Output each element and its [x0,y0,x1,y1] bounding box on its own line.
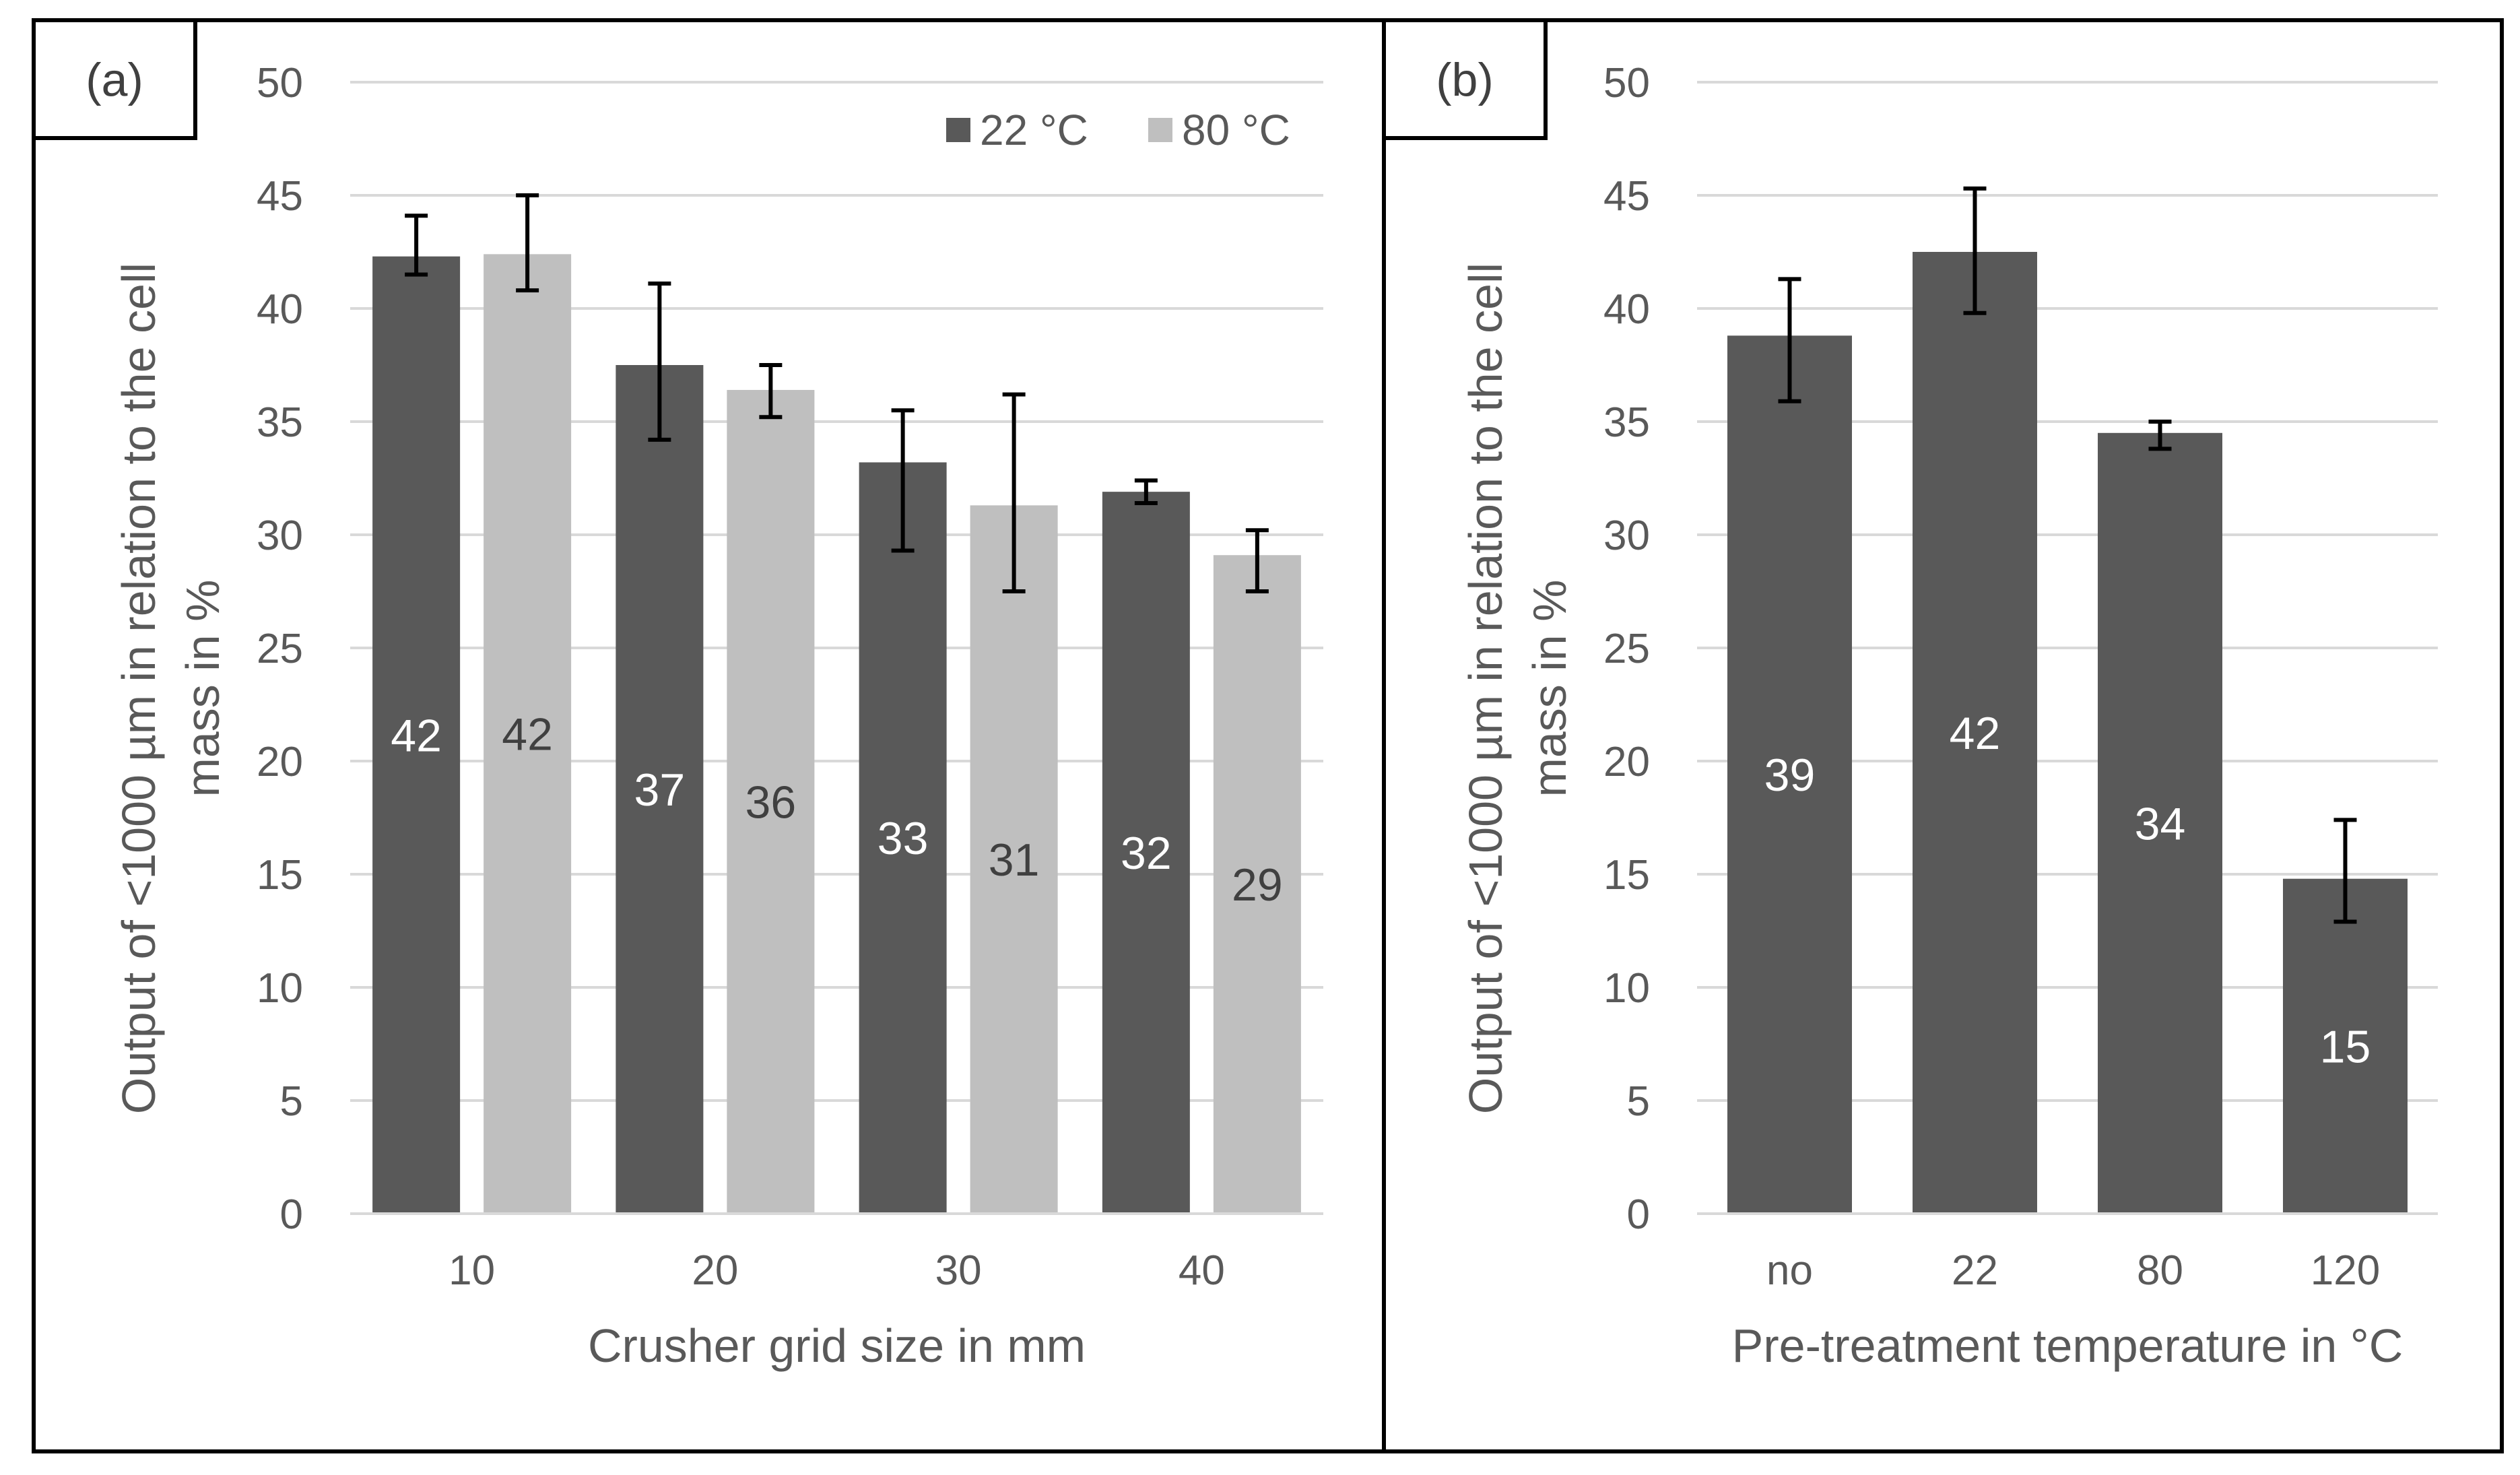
y-tick-label: 50 [257,60,303,106]
legend-swatch [1148,118,1172,142]
x-tick-label: 20 [692,1247,738,1294]
y-axis-title: Output of <1000 µm in relation to the ce… [112,263,229,1114]
bar [2283,878,2408,1214]
panel-label: (a) [86,54,143,106]
y-tick-label: 5 [1627,1078,1650,1125]
y-tick-label: 5 [280,1078,303,1125]
legend-swatch [946,118,970,142]
y-tick-label: 0 [280,1191,303,1238]
panel-label-box [32,18,197,140]
data-label: 37 [634,764,686,816]
y-tick-label: 15 [1603,852,1650,898]
bar [1727,335,1852,1214]
x-tick-label: no [1766,1247,1813,1294]
x-tick-label: 10 [449,1247,495,1294]
y-tick-label: 40 [257,286,303,333]
legend-label: 22 °C [980,106,1088,154]
y-tick-label: 25 [1603,626,1650,672]
x-axis-title: Crusher grid size in mm [588,1319,1086,1372]
y-tick-label: 20 [257,739,303,785]
x-tick-label: 120 [2311,1247,2380,1294]
data-label: 36 [745,777,797,828]
x-tick-label: 40 [1179,1247,1225,1294]
y-tick-label: 40 [1603,286,1650,333]
panel-frame [1382,18,2504,1453]
data-label: 42 [391,710,442,761]
y-axis-title-line: mass in % [176,580,229,797]
bar [1102,492,1190,1214]
bar [727,389,815,1214]
bar [2098,432,2222,1214]
x-tick-label: 80 [2137,1247,2183,1294]
y-tick-label: 30 [257,513,303,559]
data-label: 42 [1950,708,2001,759]
panel-b: (b) 0 5 10 15 20 25 30 35 40 45 50 Output of <1000 µ… [1382,18,2504,1453]
y-tick-label: 0 [1627,1191,1650,1238]
y-axis-title-line: Output of <1000 µm in relation to the ce… [112,263,165,1114]
bar [1213,555,1301,1214]
y-axis-title: Output of <1000 µm in relation to the ce… [1459,263,1576,1114]
x-tick-label: 22 [1952,1247,1998,1294]
y-tick-label: 35 [1603,399,1650,446]
panel-label: (b) [1436,54,1494,106]
y-tick-label: 45 [1603,173,1650,220]
bar [1913,252,2037,1214]
x-axis-title: Pre-treatment temperature in °C [1732,1319,2403,1372]
y-tick-label: 10 [257,965,303,1012]
data-label: 34 [2135,798,2186,849]
y-tick-label: 25 [257,626,303,672]
y-tick-label: 45 [257,173,303,220]
y-axis-title-line: Output of <1000 µm in relation to the ce… [1459,263,1512,1114]
bar [970,505,1058,1214]
bar [616,365,704,1214]
panel-a: (a) 0 5 10 15 20 25 30 35 40 45 50 Output of <1000 µ… [32,18,1386,1453]
bar [372,256,461,1214]
bar [859,462,947,1214]
legend-label: 80 °C [1182,106,1290,154]
data-label: 29 [1232,859,1283,911]
x-tick-label: 30 [935,1247,982,1294]
y-tick-label: 50 [1603,60,1650,106]
y-tick-label: 10 [1603,965,1650,1012]
data-label: 31 [989,834,1040,886]
y-tick-label: 20 [1603,739,1650,785]
y-tick-label: 30 [1603,513,1650,559]
data-label: 33 [877,813,929,864]
data-label: 15 [2320,1021,2371,1072]
data-label: 39 [1764,750,1816,801]
y-tick-label: 35 [257,399,303,446]
y-tick-label: 15 [257,852,303,898]
panel-label-box [1382,18,1548,140]
data-label: 32 [1121,828,1172,879]
bar [484,254,572,1214]
data-label: 42 [502,709,553,760]
y-axis-title-line: mass in % [1523,580,1576,797]
